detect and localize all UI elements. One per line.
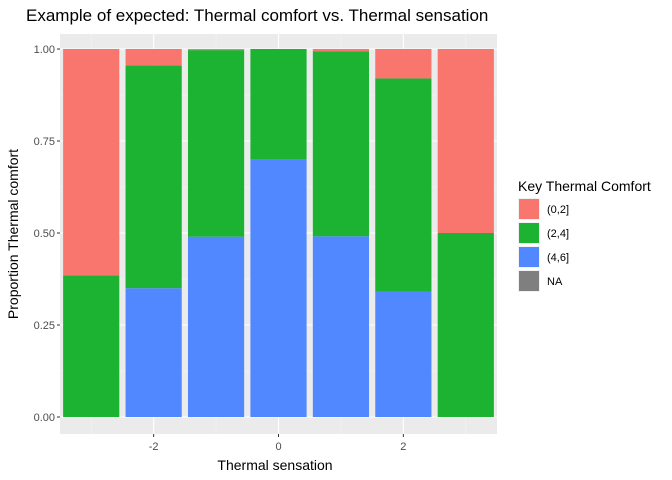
- bar-segment: [250, 159, 307, 417]
- bar-segment: [187, 236, 245, 417]
- legend-label: NA: [547, 276, 563, 288]
- legend-key: [519, 271, 539, 291]
- bar-segment: [437, 49, 494, 233]
- x-tick-label: -2: [149, 441, 159, 453]
- x-tick-label: 2: [400, 441, 406, 453]
- bar-segment: [125, 49, 182, 66]
- y-axis-title: Proportion Thermal comfort: [5, 149, 21, 319]
- bar-segment: [312, 49, 370, 52]
- y-tick-label: 0.75: [34, 136, 55, 148]
- bar-segment: [63, 49, 120, 276]
- bar-segment: [375, 291, 432, 417]
- legend-title: Key Thermal Comfort: [518, 178, 651, 194]
- bars: [63, 49, 494, 417]
- legend-key: [519, 199, 539, 219]
- y-tick-label: 0.25: [34, 320, 55, 332]
- x-tick-label: 0: [275, 441, 281, 453]
- x-axis-title: Thermal sensation: [217, 457, 332, 473]
- y-axis: 0.00 0.25 0.50 0.75 1.00: [34, 44, 60, 424]
- chart-title: Example of expected: Thermal comfort vs.…: [26, 6, 488, 25]
- legend-label: (4,6]: [547, 252, 569, 264]
- y-tick-label: 1.00: [34, 44, 55, 56]
- bar-segment: [63, 275, 120, 417]
- bar-segment: [375, 78, 432, 292]
- bar-segment: [187, 50, 245, 237]
- legend-label: (0,2]: [547, 204, 569, 216]
- bar-segment: [437, 233, 494, 417]
- y-tick-label: 0.50: [34, 228, 55, 240]
- bar-segment: [187, 49, 245, 51]
- bar-segment: [250, 49, 307, 160]
- bar-segment: [375, 49, 432, 79]
- bar-segment: [125, 65, 182, 289]
- legend-key: [519, 223, 539, 243]
- x-axis: -2 0 2: [149, 434, 406, 453]
- y-tick-label: 0.00: [34, 412, 55, 424]
- legend-key: [519, 247, 539, 267]
- bar-segment: [312, 51, 370, 237]
- bar-segment: [312, 236, 370, 417]
- bar-segment: [125, 288, 182, 417]
- legend: Key Thermal Comfort (0,2] (2,4] (4,6] NA: [518, 178, 651, 292]
- legend-label: (2,4]: [547, 228, 569, 240]
